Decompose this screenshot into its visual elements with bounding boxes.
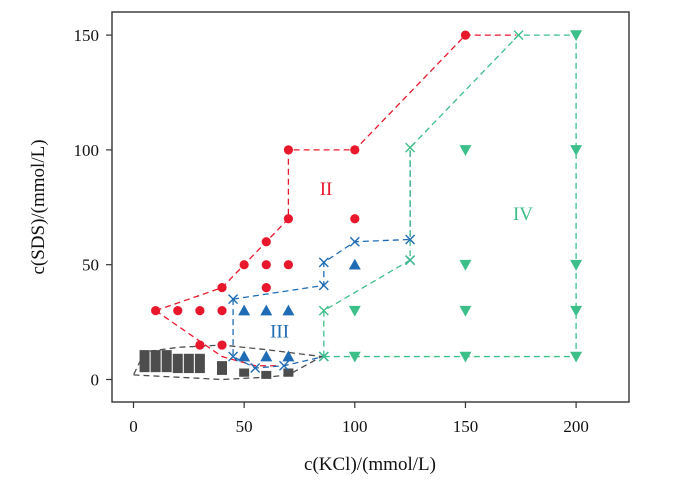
data-point — [460, 30, 471, 40]
data-point — [459, 351, 472, 363]
region-label: I — [186, 351, 192, 372]
data-point — [139, 350, 150, 373]
cross-point — [513, 30, 524, 41]
data-point — [195, 306, 205, 316]
cross-point — [228, 294, 239, 305]
region-label: III — [270, 321, 289, 342]
data-point — [260, 304, 273, 316]
data-point — [282, 304, 295, 316]
data-point — [217, 340, 227, 350]
data-point — [459, 259, 472, 271]
data-point — [173, 306, 183, 316]
cross-point — [405, 234, 416, 245]
data-point — [348, 351, 361, 363]
cross-point — [318, 280, 329, 291]
plot-frame — [111, 11, 630, 403]
x-tick-label: 50 — [236, 417, 253, 436]
cross-point — [318, 257, 329, 268]
cross-point — [349, 236, 360, 247]
cross-point — [405, 255, 416, 266]
cross-point — [318, 351, 329, 362]
data-point — [283, 368, 294, 377]
data-point — [570, 30, 583, 42]
region-boundaries — [132, 34, 577, 381]
y-axis-title: c(SDS)/(mmol/L) — [28, 139, 49, 274]
region-boundary — [323, 34, 577, 358]
x-tick-label: 200 — [563, 417, 589, 436]
data-point — [282, 350, 295, 362]
y-tick-label: 150 — [74, 26, 100, 45]
data-point — [570, 305, 583, 317]
data-point — [150, 350, 161, 373]
region-label: II — [320, 179, 333, 200]
data-point — [238, 350, 251, 362]
data-point — [239, 260, 249, 270]
data-point — [194, 353, 205, 374]
data-point — [348, 305, 361, 317]
cross-point — [250, 363, 261, 374]
y-tick-label: 0 — [91, 371, 100, 390]
cross-point — [405, 142, 416, 153]
data-point — [350, 145, 360, 155]
region-boundary — [155, 34, 517, 312]
x-tick-label: 150 — [453, 417, 479, 436]
data-point — [570, 351, 583, 363]
region-boundary — [232, 149, 411, 300]
data-point — [172, 353, 183, 374]
y-tick-label: 50 — [82, 256, 99, 275]
region-boundary — [132, 344, 324, 381]
data-point — [261, 237, 271, 247]
data-point — [261, 283, 271, 293]
cross-point — [278, 360, 289, 371]
region-boundary — [155, 310, 278, 367]
x-axis-title: c(KCl)/(mmol/L) — [304, 454, 436, 475]
data-point — [261, 260, 271, 270]
data-point — [217, 283, 227, 293]
region-label: IV — [513, 204, 533, 225]
cross-point — [318, 305, 329, 316]
data-point — [217, 306, 227, 316]
cross-point — [228, 351, 239, 362]
data-point — [570, 145, 583, 156]
data-point — [239, 368, 250, 377]
data-point — [151, 306, 161, 316]
data-point — [350, 214, 360, 224]
data-markers — [139, 30, 583, 379]
data-point — [183, 353, 194, 374]
x-tick-label: 100 — [342, 417, 368, 436]
data-point — [161, 350, 172, 373]
data-point — [261, 370, 272, 379]
x-tick-label: 0 — [129, 417, 138, 436]
data-point — [348, 258, 361, 270]
data-point — [217, 361, 228, 375]
data-point — [195, 340, 205, 350]
data-point — [283, 145, 294, 155]
data-point — [260, 350, 273, 362]
y-axis: 0 50 100 150 — [74, 26, 112, 390]
data-point — [283, 260, 294, 270]
data-point — [459, 145, 472, 156]
data-point — [459, 305, 472, 317]
data-point — [238, 304, 251, 316]
x-axis: 0 50 100 150 200 — [129, 402, 589, 436]
data-point — [283, 214, 294, 224]
y-tick-label: 100 — [74, 141, 100, 160]
data-point — [570, 259, 583, 271]
